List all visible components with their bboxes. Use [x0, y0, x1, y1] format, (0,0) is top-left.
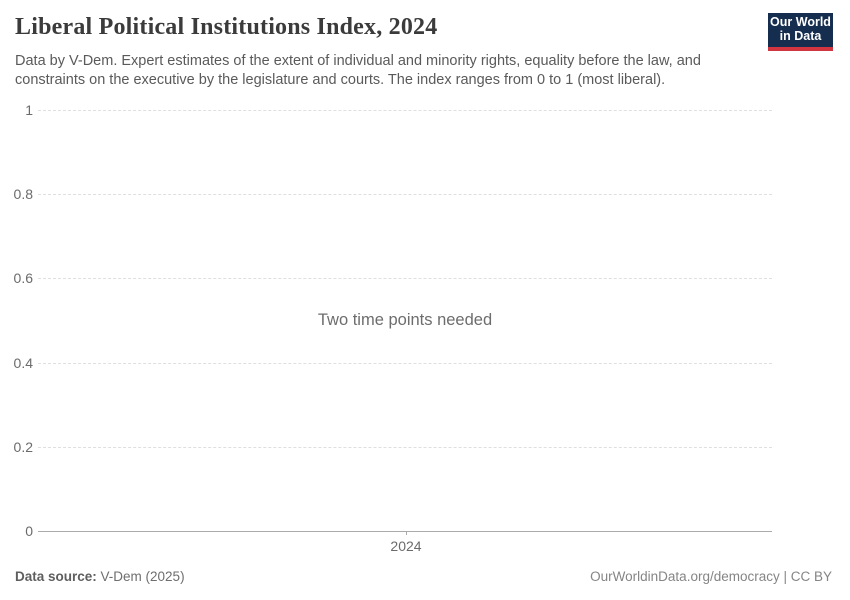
- y-tick-label: 0.2: [13, 439, 33, 455]
- chart-subtitle: Data by V-Dem. Expert estimates of the e…: [15, 52, 701, 89]
- y-tick-label: 0: [25, 523, 33, 539]
- gridline: [38, 194, 772, 195]
- data-source-value: V-Dem (2025): [96, 569, 185, 584]
- gridline: [38, 110, 772, 111]
- footer-data-source: Data source: V-Dem (2025): [15, 569, 185, 584]
- x-tick-label: 2024: [390, 538, 422, 554]
- gridline: [38, 363, 772, 364]
- y-tick-label: 1: [25, 102, 33, 118]
- owid-logo-line2: in Data: [779, 28, 822, 43]
- gridline: [38, 447, 772, 448]
- chart-subtitle-line1: Data by V-Dem. Expert estimates of the e…: [15, 53, 701, 69]
- owid-logo-line1: Our World: [770, 15, 831, 29]
- y-tick-label: 0.4: [13, 355, 33, 371]
- owid-logo[interactable]: Our World in Data: [768, 13, 833, 51]
- page-title: Liberal Political Institutions Index, 20…: [15, 14, 438, 40]
- chart-subtitle-line2: constraints on the executive by the legi…: [15, 71, 666, 88]
- empty-state-message: Two time points needed: [317, 311, 493, 329]
- y-tick-label: 0.8: [13, 186, 33, 202]
- x-axis-tick: [406, 531, 407, 535]
- y-tick-label: 0.6: [13, 270, 33, 286]
- gridline: [38, 278, 772, 279]
- footer-attribution-link[interactable]: OurWorldinData.org/democracy | CC BY: [590, 569, 832, 584]
- data-source-label: Data source:: [15, 569, 97, 584]
- x-axis-line: [38, 531, 772, 532]
